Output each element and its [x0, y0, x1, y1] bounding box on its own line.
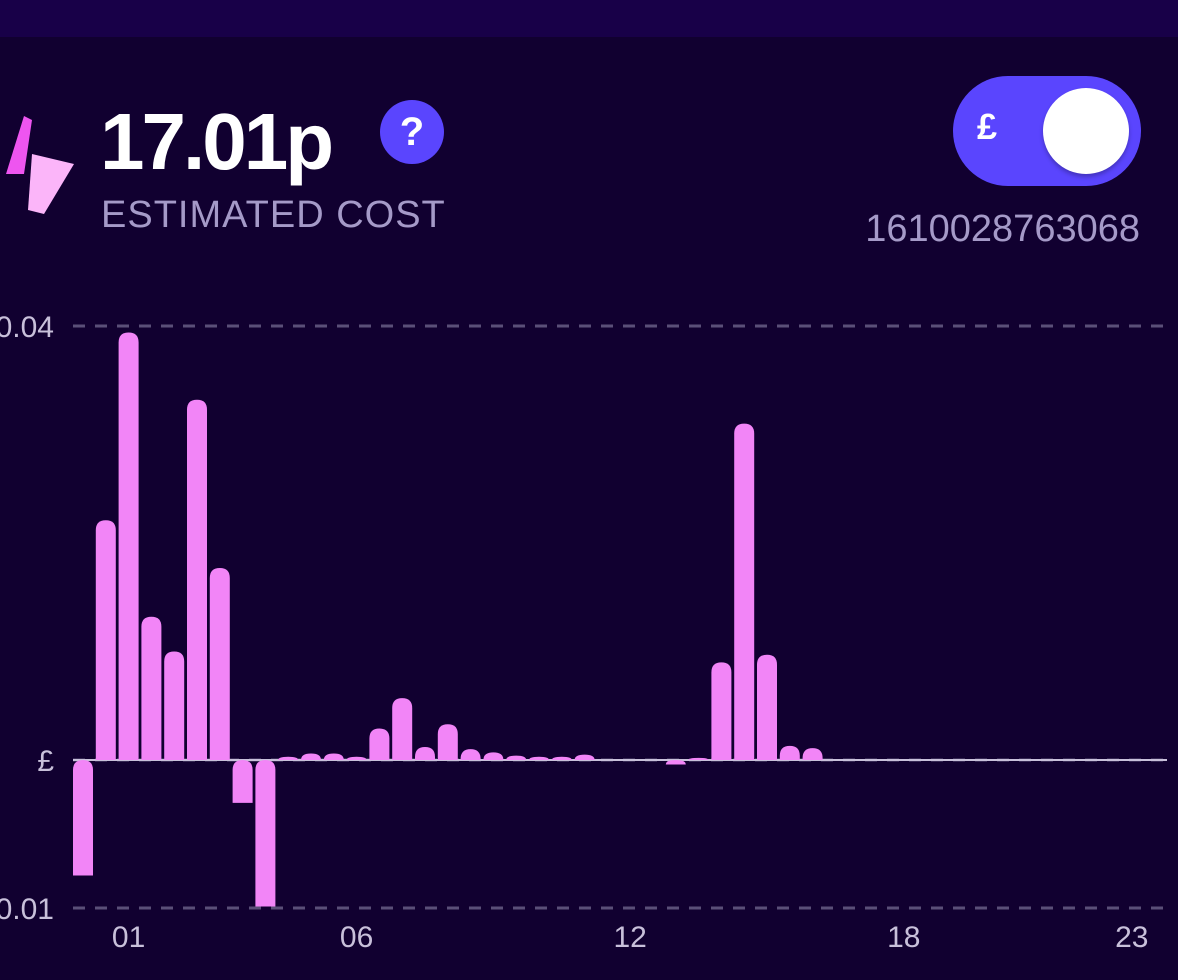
y-tick-label: -£0.01	[0, 893, 54, 926]
bar	[483, 752, 504, 760]
bar	[209, 567, 230, 760]
bar	[665, 760, 686, 765]
bar	[95, 520, 116, 760]
bar	[779, 745, 800, 760]
estimated-cost-label: ESTIMATED COST	[101, 194, 446, 236]
bar	[734, 423, 755, 760]
bar	[415, 746, 435, 760]
bar	[757, 654, 777, 760]
estimated-cost-value: 17.01p	[100, 97, 334, 186]
bar	[392, 698, 413, 760]
x-tick-label: 01	[112, 921, 145, 954]
bar	[460, 749, 481, 760]
bar	[506, 755, 527, 760]
x-tick-label: 12	[614, 921, 647, 954]
bar	[688, 757, 709, 760]
bar	[301, 753, 321, 760]
bar	[369, 728, 390, 760]
bar	[346, 756, 367, 760]
toggle-knob[interactable]	[1043, 88, 1129, 174]
half-hourly-cost-chart: £0.04 £ -£0.01 01 06 12 18 23	[0, 311, 1167, 954]
bar	[711, 662, 732, 760]
y-tick-label: £0.04	[0, 311, 54, 344]
bar	[164, 651, 185, 760]
bar	[437, 724, 458, 760]
bar	[141, 616, 162, 760]
x-tick-label: 06	[340, 921, 373, 954]
meter-number: 1610028763068	[865, 208, 1140, 250]
bar	[529, 756, 549, 760]
bar	[118, 332, 139, 760]
y-tick-label: £	[37, 745, 54, 778]
question-mark-icon[interactable]: ?	[380, 100, 444, 164]
bar	[574, 754, 595, 760]
bar	[73, 760, 93, 876]
bar	[802, 748, 823, 760]
top-bar	[0, 0, 1178, 37]
bar	[323, 753, 344, 760]
bar	[255, 760, 276, 907]
bar	[187, 399, 207, 760]
bar	[232, 760, 253, 803]
lightning-bolt-icon	[6, 116, 74, 214]
x-tick-label: 18	[887, 921, 920, 954]
currency-toggle[interactable]: £	[953, 76, 1141, 186]
bar	[278, 756, 299, 760]
x-tick-label: 23	[1115, 921, 1148, 954]
bar	[551, 756, 572, 760]
pound-icon: £	[977, 106, 998, 147]
